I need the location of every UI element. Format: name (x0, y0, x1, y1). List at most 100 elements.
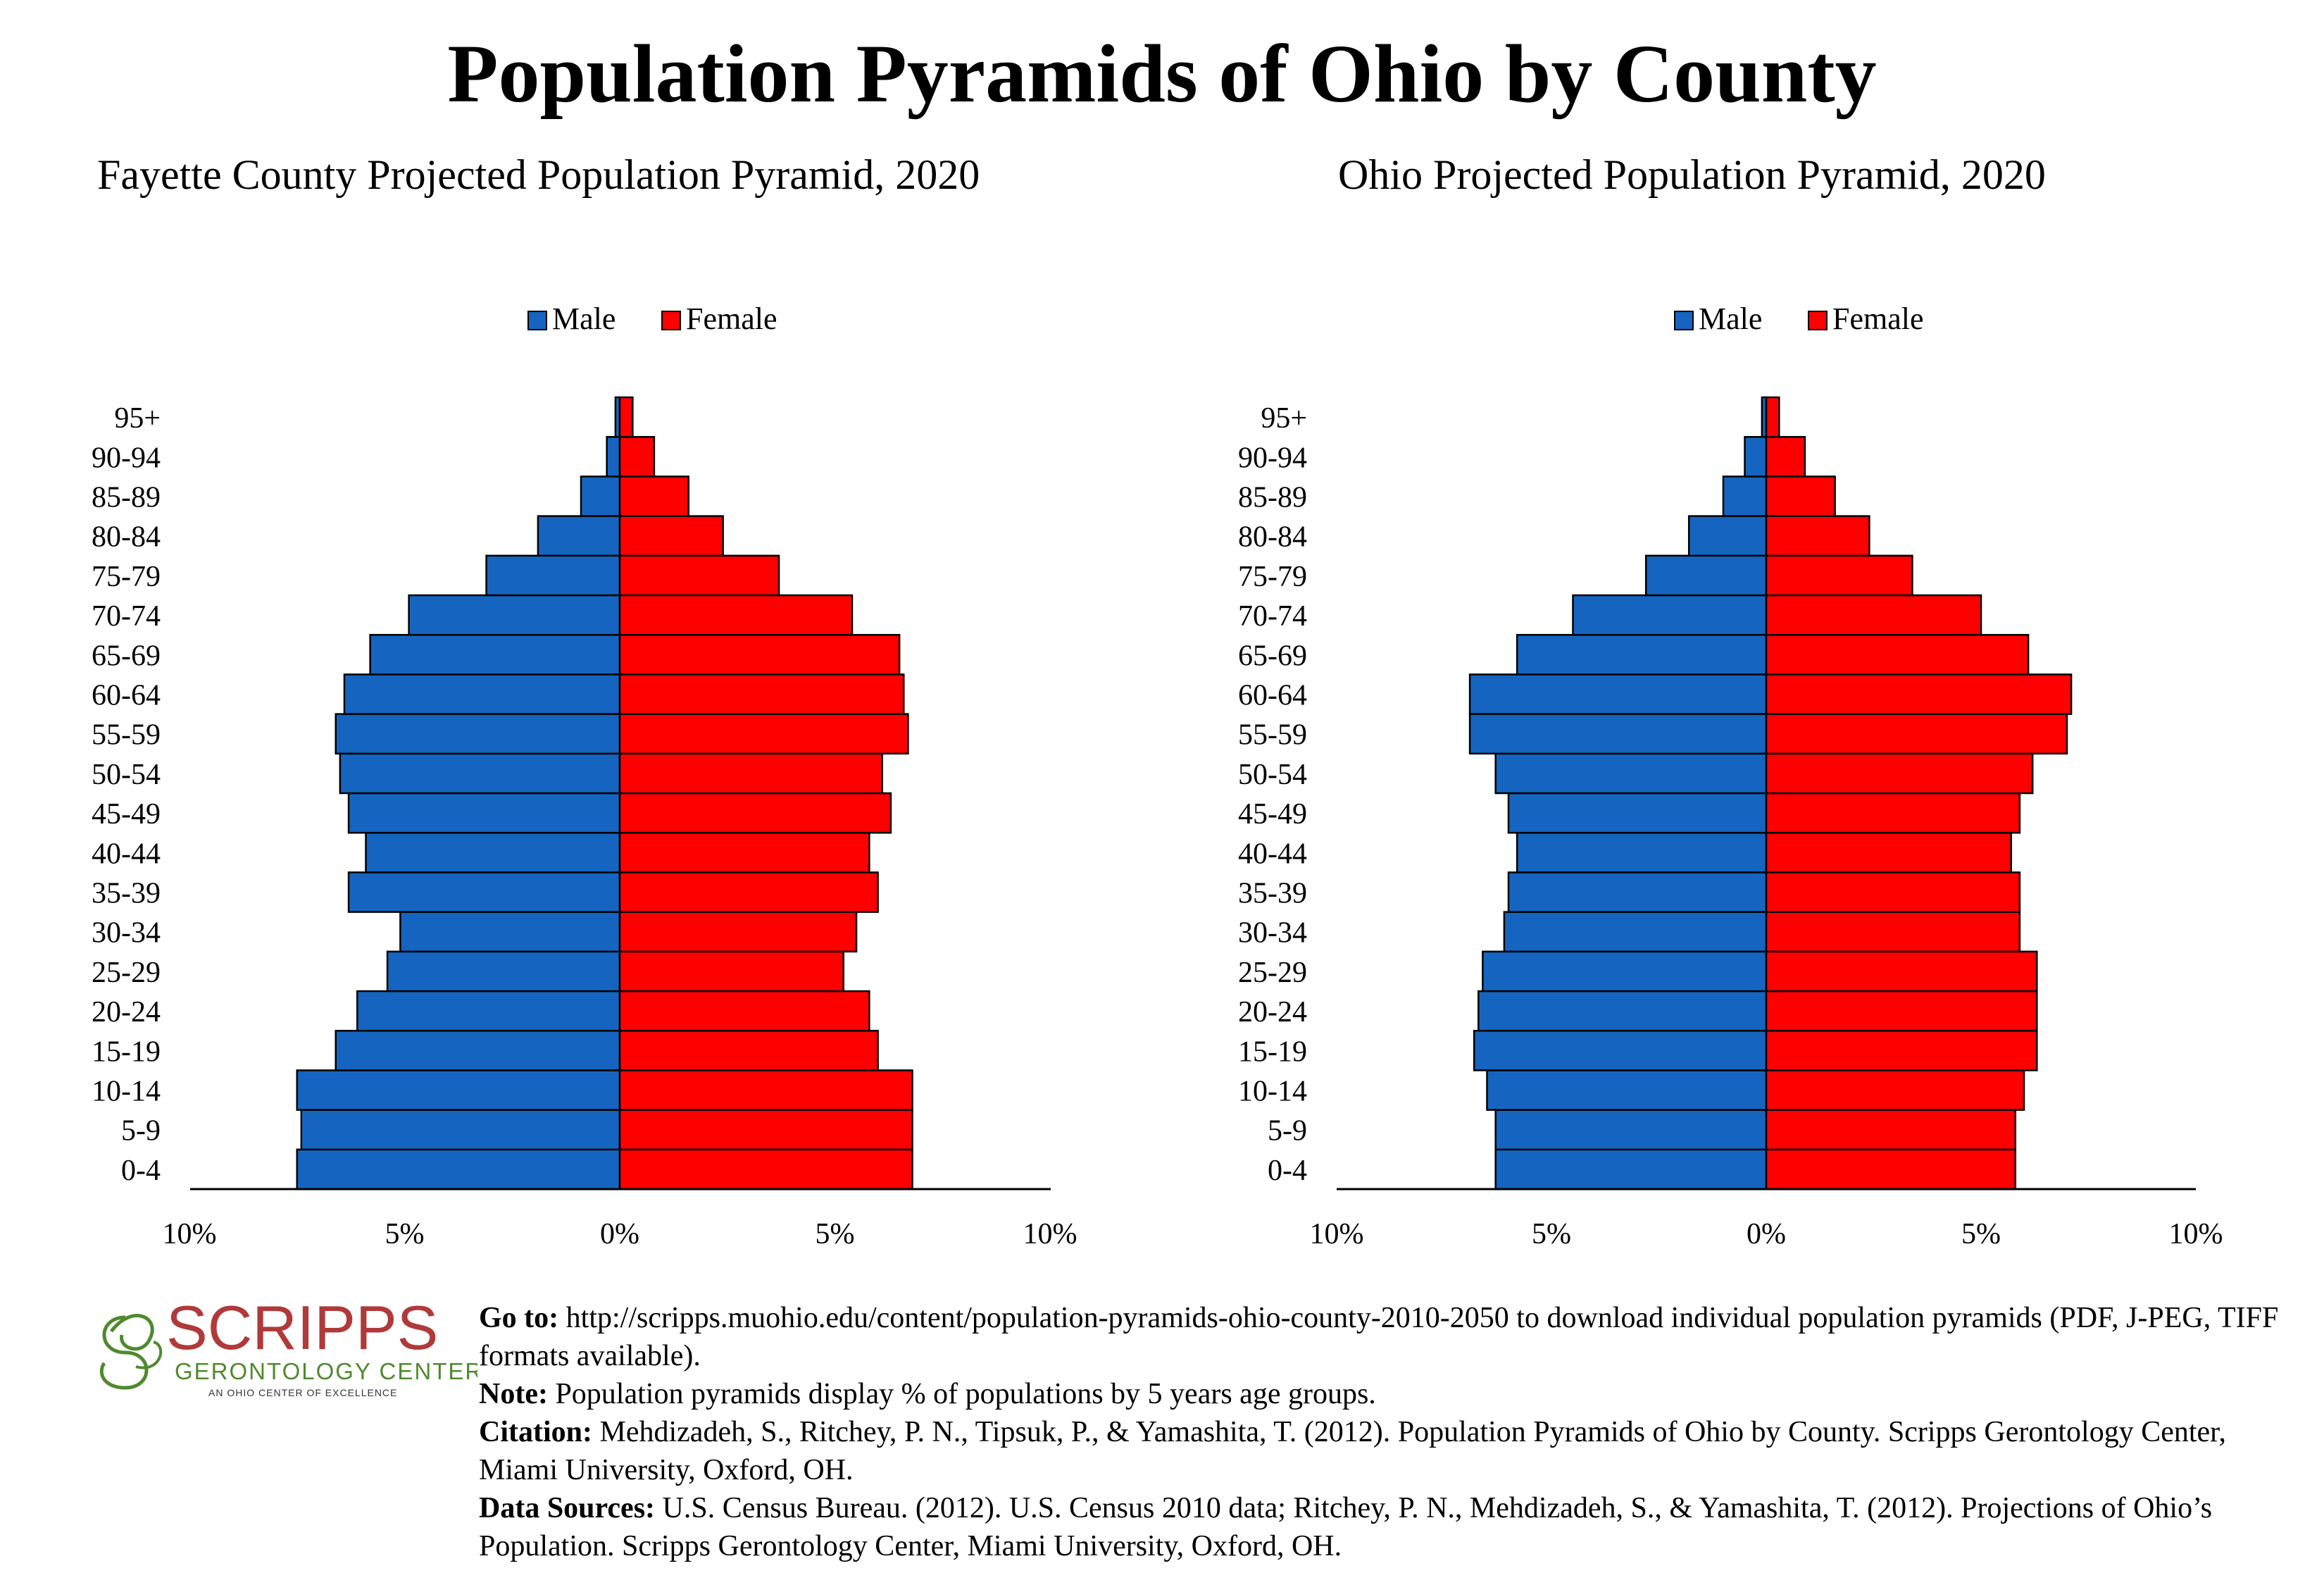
bar-female-75-79 (1765, 554, 1913, 597)
note-text: Population pyramids display % of populat… (547, 1378, 1376, 1410)
age-label-15-19: 15-19 (1238, 1036, 1307, 1068)
logo-tagline: AN OHIO CENTER OF EXCELLENCE (208, 1387, 397, 1398)
x-tick-label: 10% (163, 1218, 217, 1250)
bar-male-75-79 (1644, 554, 1768, 597)
note-line: Note: Population pyramids display % of p… (479, 1375, 2310, 1413)
logo-subtitle: GERONTOLOGY CENTER (175, 1358, 477, 1384)
x-tick-label: 5% (816, 1218, 855, 1250)
age-label-60-64: 60-64 (1238, 680, 1307, 712)
bar-female-40-44 (1765, 831, 2012, 874)
bar-male-15-19 (1473, 1029, 1768, 1071)
age-label-20-24: 20-24 (92, 996, 161, 1028)
logo-wordmark: SCRIPPS (166, 1293, 438, 1362)
bar-male-25-29 (1482, 950, 1768, 993)
x-tick-label: 10% (1023, 1218, 1077, 1250)
age-label-80-84: 80-84 (1238, 521, 1307, 554)
bar-female-5-9 (1765, 1109, 2017, 1151)
age-label-70-74: 70-74 (1238, 600, 1307, 633)
age-label-35-39: 35-39 (1238, 878, 1307, 910)
bar-female-25-29 (1765, 950, 2038, 993)
x-tick-label: 0% (1747, 1218, 1786, 1250)
age-label-10-14: 10-14 (1238, 1076, 1307, 1108)
age-label-20-24: 20-24 (1238, 996, 1307, 1028)
bar-female-80-84 (1765, 515, 1870, 557)
bar-male-65-69 (1516, 633, 1768, 676)
bar-male-90-94 (606, 435, 621, 478)
bar-male-60-64 (1468, 673, 1768, 715)
age-label-95+: 95+ (1261, 402, 1307, 435)
bar-female-10-14 (618, 1069, 913, 1111)
bar-male-85-89 (580, 476, 621, 517)
bar-female-55-59 (618, 713, 909, 755)
bar-female-95+ (1765, 396, 1780, 438)
x-tick-label: 5% (1961, 1218, 2001, 1250)
sources-label: Data Sources: (479, 1492, 656, 1524)
bar-male-0-4 (1494, 1148, 1768, 1191)
x-tick-label: 5% (1532, 1218, 1571, 1250)
goto-text: http://scripps.muohio.edu/content/popula… (479, 1302, 2279, 1372)
bar-male-35-39 (347, 871, 621, 913)
bar-female-70-74 (618, 594, 854, 636)
x-tick-label: 10% (2169, 1218, 2223, 1250)
bar-male-25-29 (386, 950, 621, 993)
legend-female-label: Female (686, 302, 777, 336)
bar-male-90-94 (1744, 435, 1768, 478)
bar-male-85-89 (1722, 476, 1768, 517)
bar-female-40-44 (618, 831, 870, 874)
bar-male-80-84 (1687, 515, 1768, 557)
x-tick-label: 5% (385, 1218, 425, 1250)
bar-male-50-54 (339, 752, 621, 795)
bar-female-60-64 (1765, 673, 2073, 715)
bar-female-50-54 (618, 752, 883, 795)
age-label-25-29: 25-29 (92, 957, 161, 989)
bar-male-20-24 (356, 990, 621, 1032)
citation-label: Citation: (479, 1416, 592, 1448)
bar-male-40-44 (1516, 831, 1768, 874)
bar-male-45-49 (347, 792, 621, 834)
age-label-60-64: 60-64 (92, 680, 161, 712)
bar-female-35-39 (1765, 871, 2021, 913)
age-label-15-19: 15-19 (92, 1036, 161, 1068)
bar-male-10-14 (1486, 1069, 1768, 1111)
bar-female-70-74 (1765, 594, 1982, 636)
bar-male-50-54 (1494, 752, 1768, 795)
bar-female-5-9 (618, 1109, 913, 1151)
bar-male-35-39 (1507, 871, 1768, 913)
bar-female-85-89 (1765, 476, 1836, 517)
citation-line: Citation: Mehdizadeh, S., Ritchey, P. N.… (479, 1413, 2310, 1489)
bar-male-15-19 (335, 1029, 621, 1071)
bar-female-35-39 (618, 871, 879, 913)
bar-female-50-54 (1765, 752, 2034, 795)
bar-female-80-84 (618, 515, 724, 557)
bar-female-25-29 (618, 950, 844, 993)
citation-text: Mehdizadeh, S., Ritchey, P. N., Tipsuk, … (479, 1416, 2226, 1486)
bar-male-75-79 (485, 554, 621, 597)
bar-female-20-24 (1765, 990, 2038, 1032)
bar-male-10-14 (296, 1069, 621, 1111)
bar-female-90-94 (1765, 435, 1806, 478)
age-label-30-34: 30-34 (92, 917, 161, 950)
age-label-55-59: 55-59 (1238, 719, 1307, 752)
bar-male-55-59 (1468, 713, 1768, 755)
age-label-40-44: 40-44 (1238, 838, 1307, 870)
bar-female-30-34 (1765, 911, 2021, 953)
bar-female-10-14 (1765, 1069, 2025, 1111)
age-label-5-9: 5-9 (121, 1115, 161, 1148)
bar-male-55-59 (335, 713, 621, 755)
age-label-85-89: 85-89 (1238, 482, 1307, 514)
bar-female-95+ (618, 396, 634, 438)
age-label-45-49: 45-49 (1238, 798, 1307, 831)
bar-male-80-84 (537, 515, 621, 557)
bar-female-30-34 (618, 911, 858, 953)
bar-male-30-34 (1503, 911, 1768, 953)
bar-female-65-69 (1765, 633, 2030, 676)
age-label-50-54: 50-54 (1238, 759, 1307, 791)
legend-male-label: Male (1699, 302, 1762, 336)
bar-female-85-89 (618, 476, 690, 517)
bar-female-20-24 (618, 990, 870, 1032)
main-title: Population Pyramids of Ohio by County (447, 27, 1877, 120)
goto-label: Go to: (479, 1302, 559, 1334)
sources-text: U.S. Census Bureau. (2012). U.S. Census … (479, 1492, 2213, 1562)
bar-female-45-49 (618, 792, 892, 834)
age-label-65-69: 65-69 (92, 640, 161, 672)
